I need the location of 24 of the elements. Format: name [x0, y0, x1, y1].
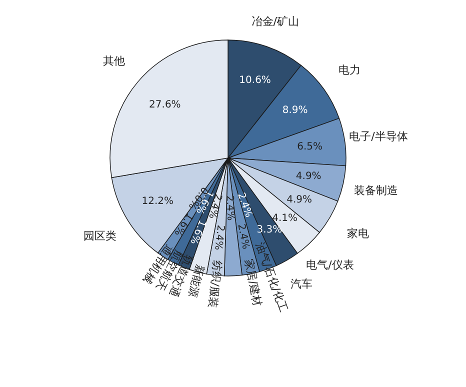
- slice-label: 纺织/服装: [206, 260, 224, 309]
- slice-label: 电气/仪表: [306, 258, 354, 272]
- slice-label: 园区类: [84, 230, 116, 243]
- data-label: 1.6%: [188, 218, 208, 246]
- slice-label: 装备制造: [354, 184, 398, 198]
- data-label: 6.5%: [297, 142, 323, 153]
- slice-label: 其他: [103, 54, 126, 68]
- slice-label: 冶金/矿山: [251, 15, 299, 28]
- slice-label: 电子/半导体: [349, 130, 408, 144]
- data-label: 8.9%: [282, 104, 308, 116]
- slice-label: 家电: [346, 226, 369, 240]
- data-label: 3.3%: [256, 224, 282, 236]
- data-label: 2.4%: [235, 223, 251, 250]
- slice-label: 电力: [338, 64, 361, 77]
- data-label: 4.1%: [272, 212, 298, 224]
- data-label: 4.9%: [286, 194, 312, 206]
- data-label: 27.6%: [149, 100, 181, 111]
- data-label: 2.4%: [224, 195, 236, 221]
- data-label: 12.2%: [142, 196, 174, 208]
- slice-label: 汽车: [290, 277, 312, 290]
- data-label: 2.4%: [212, 224, 226, 251]
- data-label: 10.6%: [239, 74, 271, 86]
- data-label: 2.4%: [235, 191, 254, 220]
- data-label: 4.9%: [296, 171, 322, 182]
